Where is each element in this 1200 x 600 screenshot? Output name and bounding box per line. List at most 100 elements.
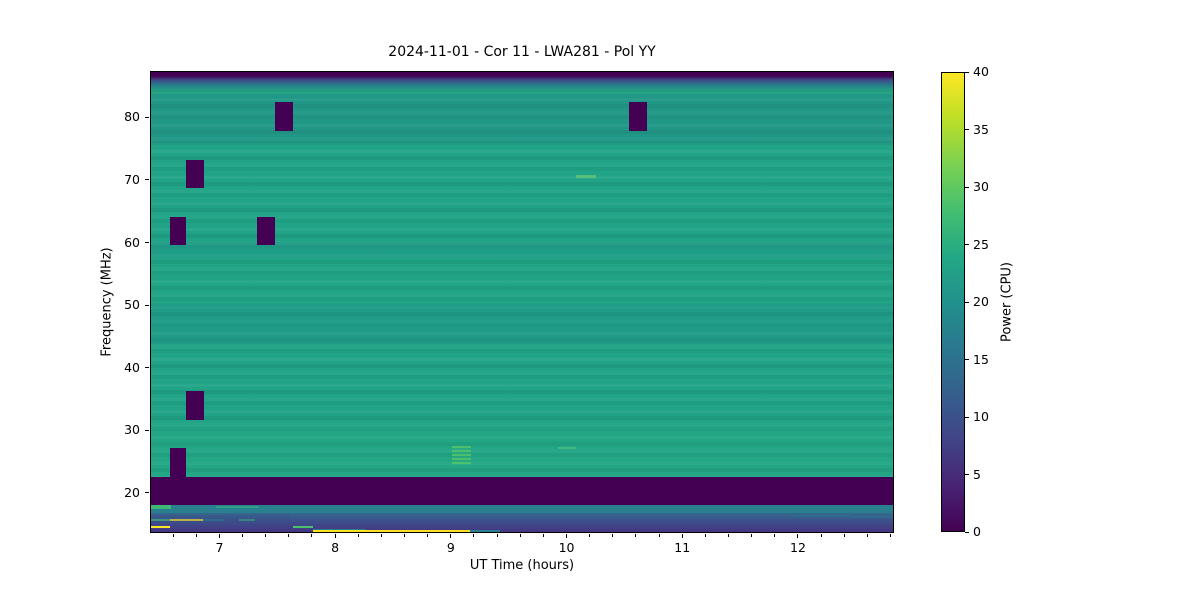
rfi-streak	[851, 516, 893, 519]
x-minor-tick	[473, 534, 475, 537]
colorbar-tick	[965, 71, 969, 73]
rfi-streak	[151, 525, 170, 528]
x-minor-tick	[612, 534, 614, 537]
colorbar-tick-label: 35	[973, 121, 989, 137]
x-minor-tick	[774, 534, 776, 537]
rfi-streak	[293, 525, 313, 528]
x-minor-tick	[843, 534, 845, 537]
x-minor-tick	[658, 534, 660, 537]
x-minor-tick	[404, 534, 406, 537]
colorbar-tick	[965, 416, 969, 418]
rfi-streak	[151, 515, 290, 526]
rfi-band	[151, 477, 893, 505]
y-tick	[145, 429, 149, 431]
y-tick-label: 50	[124, 297, 140, 313]
bottom-teal-band	[151, 505, 893, 513]
colorbar-tick-label: 5	[973, 466, 981, 482]
y-tick	[145, 116, 149, 118]
y-tick	[145, 304, 149, 306]
rfi-streak	[793, 515, 852, 518]
background-shade-band	[151, 241, 893, 258]
x-minor-tick	[380, 534, 382, 537]
x-tick	[797, 534, 799, 538]
y-tick-label: 40	[124, 359, 140, 375]
background-shade-band	[151, 257, 893, 305]
x-minor-tick	[265, 534, 267, 537]
x-tick	[334, 534, 336, 538]
x-minor-tick	[728, 534, 730, 537]
y-tick-label: 20	[124, 484, 140, 500]
rfi-streak	[312, 530, 471, 532]
x-tick-label: 11	[674, 540, 691, 555]
x-minor-tick	[704, 534, 706, 537]
dropout-blob	[185, 160, 205, 188]
colorbar-tick-label: 40	[973, 64, 989, 79]
x-minor-tick	[820, 534, 822, 537]
x-axis-label: UT Time (hours)	[469, 558, 575, 573]
top-edge-band	[151, 72, 893, 90]
spectrogram-background	[151, 72, 893, 532]
colorbar-tick	[965, 129, 969, 130]
y-tick-label: 70	[124, 171, 140, 187]
background-shade-band	[151, 421, 893, 476]
chart-title: 2024-11-01 - Cor 11 - LWA281 - Pol YY	[388, 44, 656, 60]
colorbar-tick-label: 10	[973, 409, 989, 424]
colorbar-tick-label: 25	[973, 236, 989, 252]
dropout-blob	[169, 217, 186, 245]
x-minor-tick	[357, 534, 359, 537]
y-tick-label: 30	[124, 422, 140, 438]
x-tick	[218, 534, 220, 538]
x-minor-tick	[866, 534, 868, 537]
rfi-streak	[312, 528, 367, 531]
dropout-blob	[185, 391, 205, 421]
bottom-teal-segment	[215, 505, 259, 509]
x-minor-tick	[288, 534, 290, 537]
x-tick	[450, 534, 452, 538]
y-tick	[145, 492, 149, 494]
y-tick-label: 80	[124, 109, 140, 125]
y-tick	[145, 367, 149, 369]
x-minor-tick	[311, 534, 313, 537]
x-tick-label: 9	[446, 540, 455, 555]
x-tick-label: 7	[215, 540, 224, 555]
x-minor-tick	[519, 534, 521, 537]
x-minor-tick	[542, 534, 544, 537]
y-tick-label: 60	[124, 234, 140, 250]
colorbar-tick-label: 20	[973, 294, 989, 309]
dropout-blob	[257, 217, 275, 245]
emission-patch	[558, 446, 576, 449]
rfi-streak	[151, 518, 170, 522]
x-minor-tick	[496, 534, 498, 537]
x-minor-tick	[172, 534, 174, 537]
colorbar-tick	[965, 186, 969, 188]
dropout-blob	[628, 102, 648, 131]
dropout-blob	[169, 448, 186, 478]
x-minor-tick	[195, 534, 197, 537]
emission-patch	[151, 90, 893, 94]
colorbar-tick	[965, 474, 969, 475]
y-tick	[145, 242, 149, 244]
x-minor-tick	[890, 534, 892, 537]
x-minor-tick	[635, 534, 637, 537]
x-tick-label: 8	[331, 540, 340, 555]
x-tick	[566, 534, 568, 538]
colorbar-tick	[965, 359, 969, 360]
x-tick	[681, 534, 683, 538]
colorbar-tick	[965, 244, 969, 245]
colorbar-tick	[965, 531, 969, 533]
background-shade-band	[151, 89, 893, 144]
dropout-blob	[274, 102, 294, 131]
spectrogram-plot-area	[150, 71, 894, 533]
emission-patch	[451, 445, 472, 467]
x-tick-label: 12	[790, 540, 806, 555]
colorbar-tick-label: 0	[973, 524, 981, 539]
colorbar-tick	[965, 301, 969, 303]
rfi-streak	[203, 518, 224, 522]
emission-patch	[575, 175, 597, 178]
background-shade-band	[151, 304, 893, 344]
rfi-streak	[470, 530, 501, 532]
y-tick	[145, 179, 149, 181]
colorbar-tick-label: 15	[973, 351, 989, 367]
rfi-streak	[238, 519, 256, 522]
